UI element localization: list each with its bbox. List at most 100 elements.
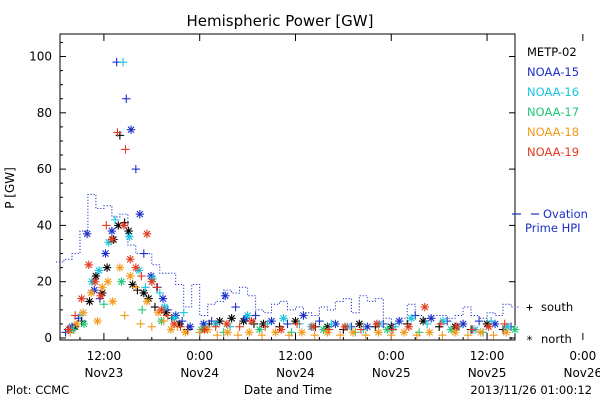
data-point-north bbox=[107, 226, 117, 236]
data-point-north bbox=[101, 249, 110, 258]
data-point-north bbox=[72, 319, 81, 329]
ovation-legend: Ovation Prime HPI bbox=[512, 207, 588, 235]
data-point-south bbox=[438, 330, 447, 340]
data-point-north bbox=[93, 316, 102, 326]
data-point-north bbox=[102, 263, 112, 272]
data-point-north bbox=[90, 277, 100, 286]
y-axis-label: P [GW] bbox=[3, 167, 17, 209]
data-point-north bbox=[372, 319, 382, 329]
data-point-north bbox=[126, 254, 135, 264]
data-point-north bbox=[157, 305, 166, 315]
data-point-north bbox=[355, 319, 364, 329]
data-point-north bbox=[223, 328, 232, 337]
x-axis-label: Date and Time bbox=[244, 383, 332, 397]
data-point-north bbox=[227, 314, 236, 323]
x-tick-time: 12:00 bbox=[470, 349, 505, 363]
data-point-north bbox=[147, 277, 156, 286]
data-point-north bbox=[139, 288, 149, 298]
data-point-north bbox=[64, 325, 73, 334]
data-point-south bbox=[260, 322, 270, 331]
x-tick-date: Nov26 bbox=[563, 366, 600, 380]
data-point-north bbox=[82, 229, 92, 239]
y-axis: 0 20 40 60 80 100 bbox=[29, 41, 515, 345]
data-point-south bbox=[231, 302, 240, 312]
data-point-south bbox=[120, 311, 129, 320]
data-point-north bbox=[446, 325, 456, 334]
data-point-south bbox=[131, 283, 141, 292]
data-point-north bbox=[142, 229, 152, 239]
data-point-north bbox=[348, 328, 358, 337]
data-point-south bbox=[136, 319, 145, 329]
data-points bbox=[61, 57, 520, 340]
data-point-south bbox=[179, 308, 188, 317]
series-metp-02 bbox=[63, 131, 508, 334]
data-point-north bbox=[77, 294, 86, 303]
data-point-south bbox=[257, 330, 267, 340]
data-point-north bbox=[115, 263, 125, 272]
marker-legend-south-label: south bbox=[541, 300, 573, 314]
data-point-north bbox=[452, 322, 461, 331]
x-tick-date: Nov24 bbox=[276, 366, 315, 380]
data-point-south bbox=[315, 316, 324, 326]
data-point-south bbox=[474, 316, 484, 326]
data-point-north bbox=[103, 277, 113, 286]
data-point-north bbox=[279, 314, 288, 323]
data-point-north bbox=[200, 325, 209, 334]
series-noaa-18 bbox=[66, 263, 511, 340]
legend-entry-noaa-18: NOAA-18 bbox=[527, 125, 579, 139]
data-point-south bbox=[335, 330, 345, 340]
data-point-north bbox=[185, 322, 195, 331]
series-noaa-15 bbox=[61, 57, 516, 337]
data-point-north bbox=[169, 319, 179, 329]
data-point-south bbox=[155, 288, 164, 298]
data-point-south bbox=[102, 221, 111, 230]
data-point-north bbox=[107, 235, 117, 244]
data-point-north bbox=[91, 271, 101, 281]
footer-credit: Plot: CCMC bbox=[6, 383, 69, 397]
x-tick-date: Nov25 bbox=[372, 366, 411, 380]
x-axis: 12:00 Nov23 0:00 Nov24 12:00 Nov24 0:00 Nov25 12… bbox=[79, 34, 600, 380]
data-point-north bbox=[158, 294, 168, 303]
data-point-north bbox=[484, 322, 493, 331]
data-point-south bbox=[284, 330, 294, 340]
data-point-south bbox=[387, 330, 396, 340]
data-point-north bbox=[407, 314, 416, 323]
data-point-north bbox=[458, 319, 468, 329]
data-point-south bbox=[324, 325, 334, 334]
data-point-south bbox=[147, 322, 156, 331]
x-tick-time: 0:00 bbox=[186, 349, 213, 363]
data-point-north bbox=[86, 288, 96, 298]
data-point-north bbox=[108, 297, 117, 306]
data-point-north bbox=[78, 308, 88, 317]
data-point-south bbox=[177, 316, 187, 326]
data-point-south bbox=[195, 328, 204, 337]
series-noaa-16 bbox=[67, 57, 512, 334]
data-point-north bbox=[222, 319, 232, 329]
data-point-south bbox=[251, 311, 260, 320]
data-point-south bbox=[70, 311, 80, 320]
data-point-north bbox=[340, 322, 350, 331]
y-tick-label: 100 bbox=[29, 50, 52, 64]
data-point-south bbox=[163, 311, 172, 320]
data-point-south bbox=[235, 322, 244, 331]
series-noaa-19 bbox=[64, 128, 509, 334]
data-point-south bbox=[159, 316, 168, 326]
data-point-south bbox=[141, 283, 150, 292]
data-point-north bbox=[510, 325, 520, 334]
marker-legend-north-label: north bbox=[541, 332, 572, 346]
data-point-north bbox=[142, 297, 152, 306]
y-tick-label: 60 bbox=[37, 162, 52, 176]
ovation-step-line bbox=[56, 193, 519, 325]
data-point-south bbox=[139, 249, 149, 258]
data-point-south bbox=[361, 330, 370, 340]
data-point-south bbox=[113, 128, 122, 137]
data-point-north bbox=[135, 209, 145, 219]
data-point-south bbox=[388, 325, 398, 334]
data-point-south bbox=[283, 319, 292, 329]
legend-entry-noaa-17: NOAA-17 bbox=[527, 105, 579, 119]
y-tick-label: 40 bbox=[37, 218, 52, 232]
data-point-south bbox=[122, 94, 131, 103]
ovation-label-2: Prime HPI bbox=[525, 221, 581, 235]
data-point-north bbox=[79, 319, 89, 329]
data-point-south bbox=[213, 330, 222, 340]
